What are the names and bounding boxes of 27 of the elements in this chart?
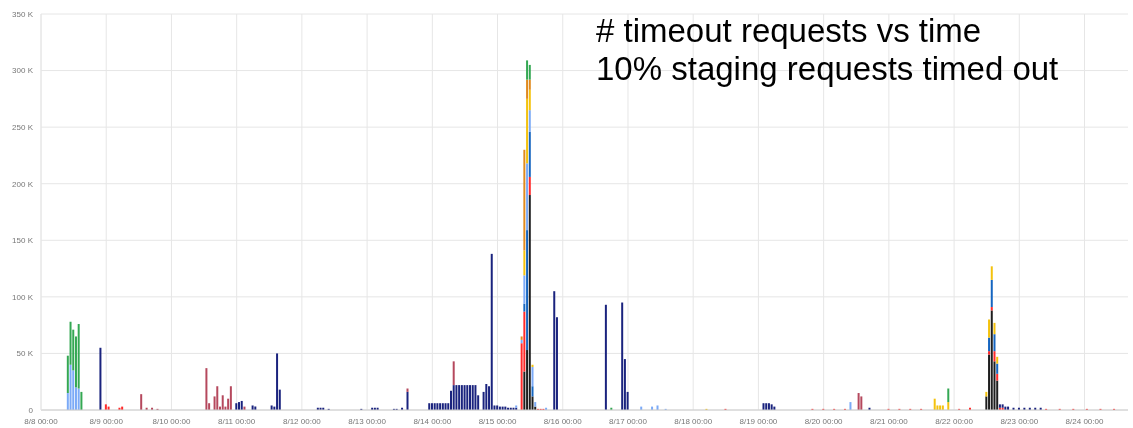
y-tick-label: 50 K	[16, 349, 34, 359]
y-tick-label: 250 K	[12, 122, 34, 132]
x-tick-label: 8/11 00:00	[218, 416, 256, 426]
x-tick-label: 8/9 00:00	[89, 416, 124, 426]
text: 10% staging requests timed out	[596, 50, 1059, 88]
x-tick-label: 8/21 00:00	[869, 416, 909, 426]
x-tick-label: 8/22 00:00	[935, 416, 974, 426]
chart-title: # timeout requests vs time	[596, 12, 983, 50]
y-tick-label: 100 K	[12, 292, 34, 302]
x-tick-label: 8/13 00:00	[348, 416, 387, 426]
y-tick-label: 150 K	[12, 236, 34, 246]
x-tick-label: 8/12 00:00	[282, 416, 322, 426]
x-tick-label: 8/18 00:00	[674, 416, 713, 426]
x-tick-label: 8/23 00:00	[1000, 416, 1039, 426]
x-tick-label: 8/19 00:00	[739, 416, 778, 426]
y-tick-label: 0	[28, 405, 34, 415]
y-tick-label: 300 K	[12, 66, 34, 76]
x-tick-label: 8/14 00:00	[413, 416, 452, 426]
y-tick-label: 200 K	[12, 179, 34, 189]
x-tick-label: 8/15 00:00	[478, 416, 517, 426]
x-tick-label: 8/16 00:00	[543, 416, 583, 426]
x-tick-label: 8/10 00:00	[152, 416, 191, 426]
x-tick-label: 8/8 00:00	[24, 416, 59, 426]
x-tick-label: 8/17 00:00	[609, 416, 648, 426]
y-tick-label: 350 K	[12, 9, 34, 19]
x-tick-label: 8/24 00:00	[1065, 416, 1104, 426]
x-tick-label: 8/20 00:00	[804, 416, 844, 426]
